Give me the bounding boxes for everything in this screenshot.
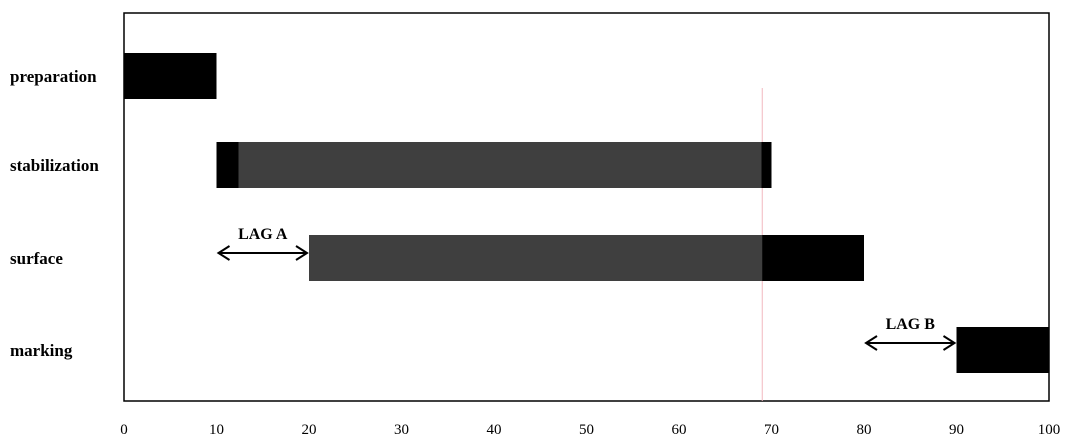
lag-label: LAG B [886,316,936,333]
x-tick-label: 30 [394,422,409,438]
bar-fill-stabilization [238,142,762,188]
x-tick-label: 50 [579,422,594,438]
bar-marking [956,327,1049,373]
x-tick-label: 0 [120,422,128,438]
plot-area-frame [123,12,1050,402]
category-label-surface: surface [10,249,63,268]
category-labels: preparation stabilization surface marking [10,67,99,360]
x-tick-label: 60 [672,422,687,438]
lag-lag-b: LAG B [864,316,957,351]
bars-layer [124,53,1049,373]
category-label-marking: marking [10,341,73,360]
bar-preparation [124,53,217,99]
x-tick-label: 70 [764,422,779,438]
lags-layer: LAG A LAG B [216,226,957,351]
x-tick-label: 40 [487,422,502,438]
lag-lag-a: LAG A [216,226,309,261]
category-label-preparation: preparation [10,67,97,86]
bar-fill-surface [309,235,763,281]
x-tick-label: 90 [949,422,964,438]
x-tick-labels: 0 10 20 30 40 50 60 70 80 90 100 [120,422,1060,438]
x-tick-label: 10 [209,422,224,438]
x-tick-label: 80 [857,422,872,438]
x-tick-label: 20 [302,422,317,438]
x-tick-label: 100 [1038,422,1061,438]
lag-label: LAG A [238,226,288,243]
category-label-stabilization: stabilization [10,156,99,175]
